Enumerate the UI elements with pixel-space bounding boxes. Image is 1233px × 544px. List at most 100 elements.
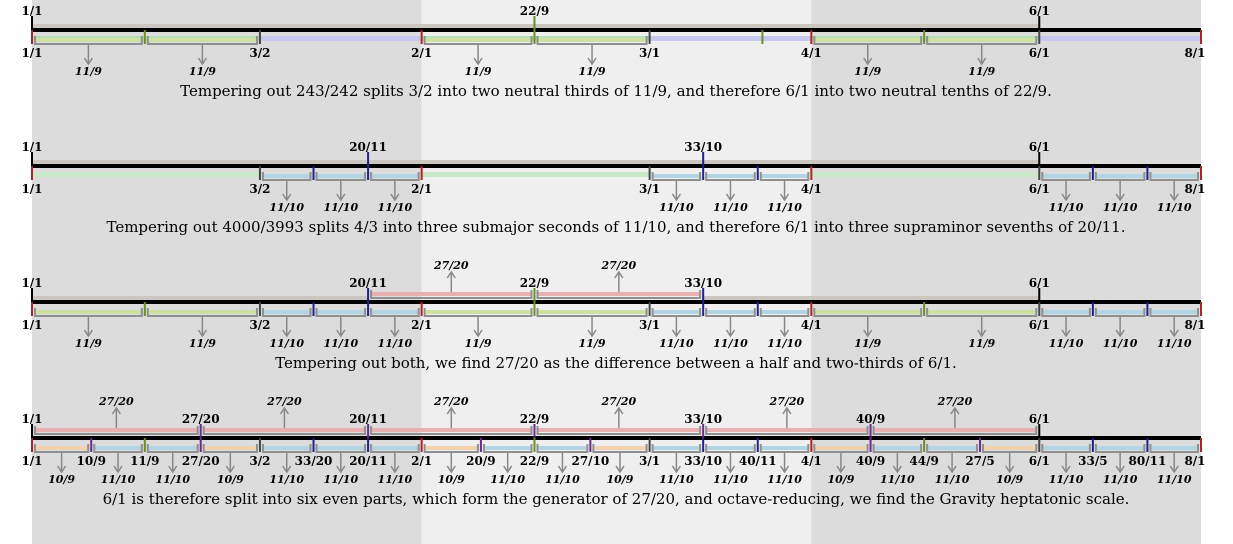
row4-arrow-head [671,465,682,474]
row1-bracket-outline [146,36,258,45]
row4-bottom-label: 8/1 [1184,454,1205,468]
row4-generator-bracket [371,428,532,432]
row2-arrow-head [671,193,682,202]
row2-bottom-label: 1/1 [21,182,42,196]
row4-bottom-label: 33/10 [684,454,722,468]
row4-arrow-head [446,465,456,474]
row3-bracket-outline [315,308,367,317]
row1-arrow-head [587,57,597,66]
row2-span-bar [32,160,1040,165]
row2-sub-label: 11/10 [659,201,694,214]
row1-bracket-outline [926,36,1038,45]
row4-bracket [537,446,588,450]
row4-bottom-label: 11/9 [130,454,159,468]
row4-bracket-outline [315,444,367,453]
row3-bracket [147,310,257,314]
row3-generator-bracket-2 [537,292,701,296]
row1-fifth-bar-2 [421,36,650,41]
row1-bottom-label: 4/1 [801,46,822,60]
row4-bracket [371,446,419,450]
row4-generator-bracket [706,428,868,432]
row1-bottom-label: 3/2 [249,46,270,60]
row4-top-label: 22/9 [520,412,549,426]
row3-bracket-outline [926,308,1038,317]
row3-sub-label: 11/10 [713,337,748,350]
row4-bracket-outline [982,444,1038,453]
row1-top-label: 1/1 [21,4,42,18]
row4-sub-label: 11/10 [269,473,304,486]
row3-bracket-outline [705,308,756,317]
row3-bottom-label: 4/1 [801,318,822,332]
row3-up-label: 27/20 [601,259,637,272]
row3-bracket [814,310,922,314]
row4-bottom-label: 44/9 [909,454,938,468]
row1-arrow-head [197,57,208,66]
row3-arrow-head [473,329,483,338]
row4-bracket-outline [759,444,810,453]
row4-arrow-head [836,465,846,474]
row4-bottom-label: 1/1 [21,454,42,468]
row4-bracket [147,446,198,450]
row3-sub-label: 11/10 [378,337,413,350]
row2-bottom-label: 2/1 [411,182,432,196]
row3-top-label: 33/10 [684,276,722,290]
row4-arrow-head [615,465,625,474]
row4-up-arrow-head [782,406,792,415]
row4-arrow-head [725,465,736,474]
row3-sub-label: 11/10 [323,337,358,350]
row4-generator-bracket [35,428,198,432]
row4-up-arrow-head [614,406,624,415]
row4-up-arrow-head [446,406,456,415]
row4-bracket-outline [1094,444,1146,453]
row4-arrow-head [390,465,400,474]
row3-bracket-outline [759,308,810,317]
octave-band-1 [32,0,422,544]
row4-bottom-label: 33/20 [295,454,333,468]
row2-arrow-head [725,193,736,202]
row4-top-label: 6/1 [1029,412,1050,426]
row2-sub-label: 11/10 [378,201,413,214]
row4-bracket-outline [536,444,589,453]
row1-bottom-label: 3/1 [639,46,660,60]
row3-arrow-head [725,329,736,338]
row1-sub-label: 11/9 [579,65,606,78]
row4-arrow-head [503,465,513,474]
row4-bracket [1150,446,1198,450]
row2-sub-label: 11/10 [1049,201,1084,214]
row3-bracket [1042,310,1090,314]
row4-bottom-label: 22/9 [520,454,549,468]
row1-bottom-label: 6/1 [1029,46,1050,60]
row2-arrow-head [1061,193,1071,202]
row4-bracket [35,446,89,450]
row4-bottom-label: 2/1 [411,454,432,468]
row2-bracket [760,174,809,178]
row4-sub-label: 11/10 [935,473,970,486]
row2-bottom-label: 3/1 [639,182,660,196]
row4-bracket-outline [146,444,199,453]
row1-fourth-bar-3 [1039,36,1201,41]
row4-bracket [316,446,366,450]
row3-sub-label: 11/10 [659,337,694,350]
row2-arrow-head [1169,193,1179,202]
row4-up-arrow-head [950,406,960,415]
row1-sub-label: 11/9 [968,65,995,78]
row4-bottom-label: 3/2 [249,454,270,468]
row4-arrow-head [336,465,346,474]
row4-sub-label: 11/10 [545,473,580,486]
row2-sub-label: 11/10 [323,201,358,214]
row3-bracket [35,310,142,314]
row2-sub-label: 11/10 [713,201,748,214]
row4-generator-bracket-outline [705,426,869,435]
row3-arrow-head [83,329,94,338]
row2-bracket [262,174,311,178]
row3-up-arrow-head [446,270,456,279]
row4-bracket [203,446,257,450]
octave-band-2 [421,0,812,544]
row4-sub-label: 11/10 [767,473,802,486]
row3-bracket-outline [261,308,312,317]
row3-top-label: 6/1 [1029,276,1050,290]
row1-bracket [147,38,257,42]
row1-bracket [927,38,1037,42]
row4-bracket-outline [1149,444,1199,453]
row4-sub-label: 10/9 [996,473,1023,486]
